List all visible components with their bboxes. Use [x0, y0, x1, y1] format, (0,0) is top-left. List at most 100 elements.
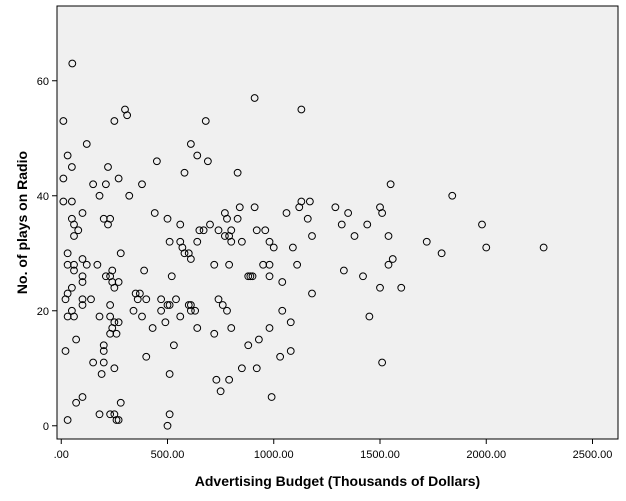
data-point — [350, 232, 359, 240]
data-point — [210, 260, 219, 269]
data-point — [67, 197, 76, 206]
data-point — [214, 226, 223, 235]
data-point — [142, 352, 151, 361]
data-point — [437, 249, 446, 258]
data-point — [388, 255, 397, 263]
data-point — [138, 312, 146, 321]
data-point — [193, 324, 202, 332]
x-tick-label: 2500.00 — [573, 449, 613, 461]
data-point — [282, 209, 291, 217]
data-point — [293, 260, 302, 269]
data-point — [244, 341, 253, 350]
data-point — [276, 352, 285, 361]
data-point — [331, 203, 340, 212]
data-point — [140, 266, 149, 275]
data-point — [252, 226, 261, 235]
data-point — [163, 214, 172, 223]
data-point — [265, 237, 274, 246]
x-axis-title: Advertising Budget (Thousands of Dollars… — [195, 473, 480, 489]
data-point — [125, 191, 134, 200]
x-tick-label: 2000.00 — [466, 449, 506, 461]
data-point — [337, 220, 346, 229]
data-point — [216, 387, 225, 396]
data-point — [365, 312, 374, 321]
data-point — [161, 318, 170, 327]
data-point — [99, 341, 108, 350]
data-point — [63, 249, 72, 258]
data-point — [78, 272, 87, 281]
data-point — [148, 324, 157, 332]
data-point — [233, 214, 242, 223]
data-point — [206, 220, 214, 229]
data-point — [163, 301, 172, 309]
data-point — [225, 375, 234, 384]
data-point — [110, 364, 119, 373]
data-point — [104, 163, 112, 171]
data-point — [133, 295, 142, 304]
data-point — [138, 180, 146, 189]
data-point — [186, 301, 195, 309]
data-point — [106, 410, 115, 419]
data-point — [61, 347, 70, 355]
data-point — [278, 278, 287, 286]
y-tick-label: 60 — [37, 76, 49, 88]
data-point — [93, 260, 102, 269]
data-point — [288, 243, 297, 252]
data-point — [214, 295, 223, 304]
data-point — [250, 94, 259, 102]
data-point — [165, 237, 174, 246]
data-point — [203, 157, 212, 166]
data-point — [99, 358, 108, 367]
data-point — [110, 283, 119, 292]
data-point — [265, 260, 274, 269]
y-tick-label: 20 — [37, 306, 49, 318]
data-point — [165, 370, 174, 378]
data-point — [199, 226, 208, 235]
data-point — [101, 180, 110, 189]
data-point — [267, 393, 276, 401]
data-point — [195, 226, 204, 235]
data-point — [233, 168, 242, 177]
data-point — [397, 283, 406, 292]
data-point — [78, 278, 87, 286]
data-point — [248, 272, 257, 281]
data-point — [67, 163, 76, 171]
data-point — [180, 168, 189, 177]
data-point — [106, 312, 115, 321]
data-point — [303, 214, 312, 223]
data-point — [220, 232, 229, 240]
data-point — [386, 180, 395, 189]
data-point — [70, 260, 78, 269]
data-point — [305, 197, 314, 206]
data-point — [112, 329, 121, 338]
data-point — [106, 301, 115, 309]
data-point — [167, 272, 176, 281]
data-point — [223, 306, 231, 315]
data-point — [78, 255, 87, 263]
data-point — [104, 220, 112, 229]
data-point — [210, 329, 219, 338]
data-point — [89, 180, 98, 189]
data-point — [363, 220, 372, 229]
data-point — [344, 209, 353, 217]
data-point — [78, 209, 87, 217]
data-point — [261, 226, 270, 235]
data-point — [265, 324, 274, 332]
y-axis-title: No. of plays on Radio — [14, 151, 30, 294]
data-point — [169, 341, 178, 350]
data-point — [78, 393, 87, 401]
data-point — [246, 272, 255, 281]
y-tick-label: 0 — [43, 421, 49, 433]
points-group — [59, 59, 548, 430]
data-point — [59, 174, 68, 183]
data-point — [448, 191, 457, 200]
data-point — [82, 140, 91, 148]
data-point — [163, 421, 172, 430]
data-point — [308, 232, 316, 240]
data-point — [186, 306, 195, 315]
data-point — [237, 364, 246, 373]
x-tick-label: 500.00 — [151, 449, 185, 461]
data-point — [227, 237, 236, 246]
x-tick-label: 1500.00 — [360, 449, 400, 461]
data-point — [157, 306, 166, 315]
